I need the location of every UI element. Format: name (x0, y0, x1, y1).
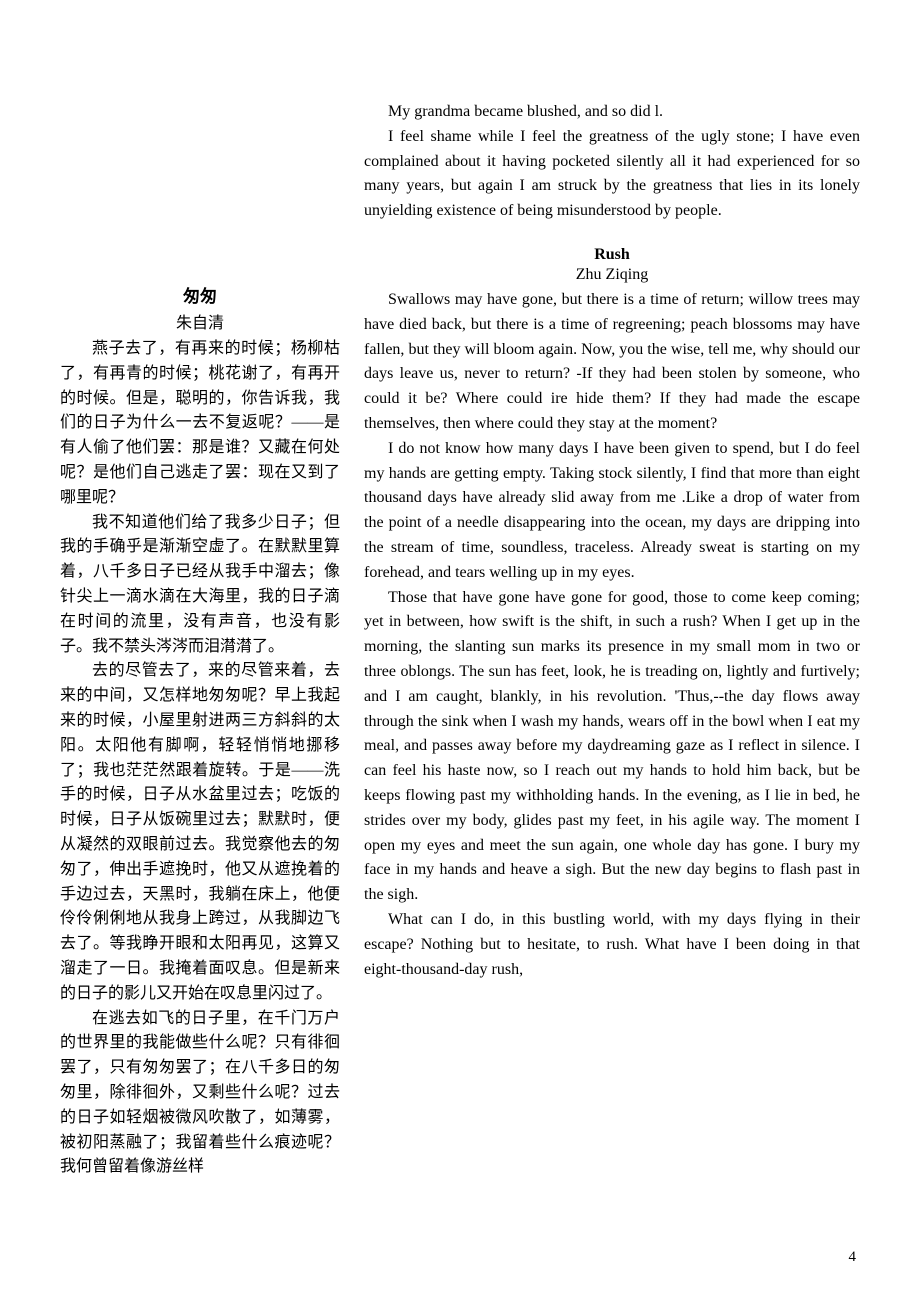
top-english-p1: My grandma became blushed, and so did l. (364, 100, 860, 125)
two-column-layout: 匆匆 朱自清 燕子去了，有再来的时候；杨柳枯了，有再青的时候；桃花谢了，有再开的… (60, 100, 860, 1180)
english-title: Rush (364, 246, 860, 264)
chinese-paragraph-1: 燕子去了，有再来的时候；杨柳枯了，有再青的时候；桃花谢了，有再开的时候。但是，聪… (60, 337, 340, 511)
chinese-author: 朱自清 (60, 309, 340, 333)
english-paragraph-2: I do not know how many days I have been … (364, 437, 860, 586)
chinese-title: 匆匆 (60, 282, 340, 307)
chinese-paragraph-4: 在逃去如飞的日子里，在千门万户的世界里的我能做些什么呢？只有徘徊罢了，只有匆匆罢… (60, 1007, 340, 1181)
top-english-p2: I feel shame while I feel the greatness … (364, 125, 860, 224)
chinese-paragraph-3: 去的尽管去了，来的尽管来着，去来的中间，又怎样地匆匆呢？早上我起来的时候，小屋里… (60, 659, 340, 1006)
english-paragraph-3: Those that have gone have gone for good,… (364, 586, 860, 908)
top-english-block: My grandma became blushed, and so did l.… (364, 100, 860, 224)
english-paragraph-1: Swallows may have gone, but there is a t… (364, 288, 860, 437)
english-author: Zhu Ziqing (364, 266, 860, 284)
right-column: My grandma became blushed, and so did l.… (364, 100, 860, 1180)
chinese-paragraph-2: 我不知道他们给了我多少日子；但我的手确乎是渐渐空虚了。在默默里算着，八千多日子已… (60, 511, 340, 660)
page-number: 4 (849, 1249, 857, 1266)
english-paragraph-4: What can I do, in this bustling world, w… (364, 908, 860, 982)
left-column: 匆匆 朱自清 燕子去了，有再来的时候；杨柳枯了，有再青的时候；桃花谢了，有再开的… (60, 100, 340, 1180)
